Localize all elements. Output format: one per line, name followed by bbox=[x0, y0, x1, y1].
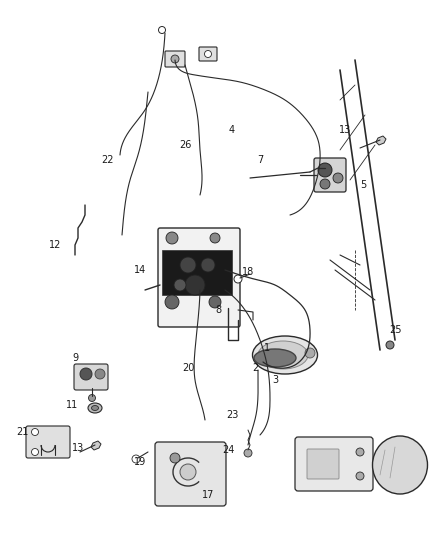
FancyBboxPatch shape bbox=[307, 449, 339, 479]
Text: 8: 8 bbox=[215, 305, 221, 315]
Circle shape bbox=[174, 279, 186, 291]
Circle shape bbox=[320, 179, 330, 189]
Circle shape bbox=[159, 27, 166, 34]
Ellipse shape bbox=[254, 349, 296, 367]
Ellipse shape bbox=[252, 336, 318, 374]
Text: 3: 3 bbox=[272, 375, 278, 385]
Ellipse shape bbox=[92, 406, 99, 410]
Text: 13: 13 bbox=[339, 125, 351, 135]
Circle shape bbox=[244, 449, 252, 457]
Ellipse shape bbox=[88, 403, 102, 413]
Circle shape bbox=[333, 173, 343, 183]
Circle shape bbox=[356, 448, 364, 456]
Text: 5: 5 bbox=[360, 180, 366, 190]
Circle shape bbox=[180, 257, 196, 273]
FancyBboxPatch shape bbox=[165, 51, 185, 67]
FancyBboxPatch shape bbox=[74, 364, 108, 390]
Circle shape bbox=[356, 472, 364, 480]
Circle shape bbox=[80, 368, 92, 380]
Circle shape bbox=[166, 232, 178, 244]
Text: 26: 26 bbox=[179, 140, 191, 150]
Text: 22: 22 bbox=[102, 155, 114, 165]
Circle shape bbox=[180, 464, 196, 480]
Circle shape bbox=[165, 295, 179, 309]
Bar bbox=[162, 250, 232, 295]
Polygon shape bbox=[376, 136, 386, 145]
Circle shape bbox=[171, 55, 179, 63]
Circle shape bbox=[205, 51, 212, 58]
FancyBboxPatch shape bbox=[314, 158, 346, 192]
Text: 20: 20 bbox=[182, 363, 194, 373]
Circle shape bbox=[209, 296, 221, 308]
Ellipse shape bbox=[258, 341, 308, 369]
FancyBboxPatch shape bbox=[155, 442, 226, 506]
Text: 11: 11 bbox=[66, 400, 78, 410]
FancyBboxPatch shape bbox=[158, 228, 240, 327]
Text: 23: 23 bbox=[226, 410, 238, 420]
Text: 24: 24 bbox=[222, 445, 234, 455]
Text: 18: 18 bbox=[242, 267, 254, 277]
Text: 9: 9 bbox=[72, 353, 78, 363]
FancyBboxPatch shape bbox=[295, 437, 373, 491]
Polygon shape bbox=[91, 441, 101, 450]
Text: 7: 7 bbox=[257, 155, 263, 165]
Text: 13: 13 bbox=[72, 443, 84, 453]
Text: 1: 1 bbox=[264, 343, 270, 353]
Text: 25: 25 bbox=[389, 325, 401, 335]
Circle shape bbox=[32, 448, 39, 456]
Circle shape bbox=[132, 455, 140, 463]
Text: 19: 19 bbox=[134, 457, 146, 467]
Ellipse shape bbox=[372, 436, 427, 494]
Text: 21: 21 bbox=[16, 427, 28, 437]
Circle shape bbox=[386, 341, 394, 349]
Circle shape bbox=[185, 275, 205, 295]
Circle shape bbox=[88, 394, 95, 401]
Text: 4: 4 bbox=[229, 125, 235, 135]
Circle shape bbox=[170, 453, 180, 463]
Circle shape bbox=[210, 233, 220, 243]
Text: 2: 2 bbox=[252, 363, 258, 373]
Circle shape bbox=[305, 348, 315, 358]
Text: 12: 12 bbox=[49, 240, 61, 250]
FancyBboxPatch shape bbox=[199, 47, 217, 61]
Circle shape bbox=[318, 163, 332, 177]
Circle shape bbox=[32, 429, 39, 435]
Text: 17: 17 bbox=[202, 490, 214, 500]
FancyBboxPatch shape bbox=[26, 426, 70, 458]
Circle shape bbox=[201, 258, 215, 272]
Circle shape bbox=[234, 275, 242, 283]
Circle shape bbox=[95, 369, 105, 379]
Text: 14: 14 bbox=[134, 265, 146, 275]
